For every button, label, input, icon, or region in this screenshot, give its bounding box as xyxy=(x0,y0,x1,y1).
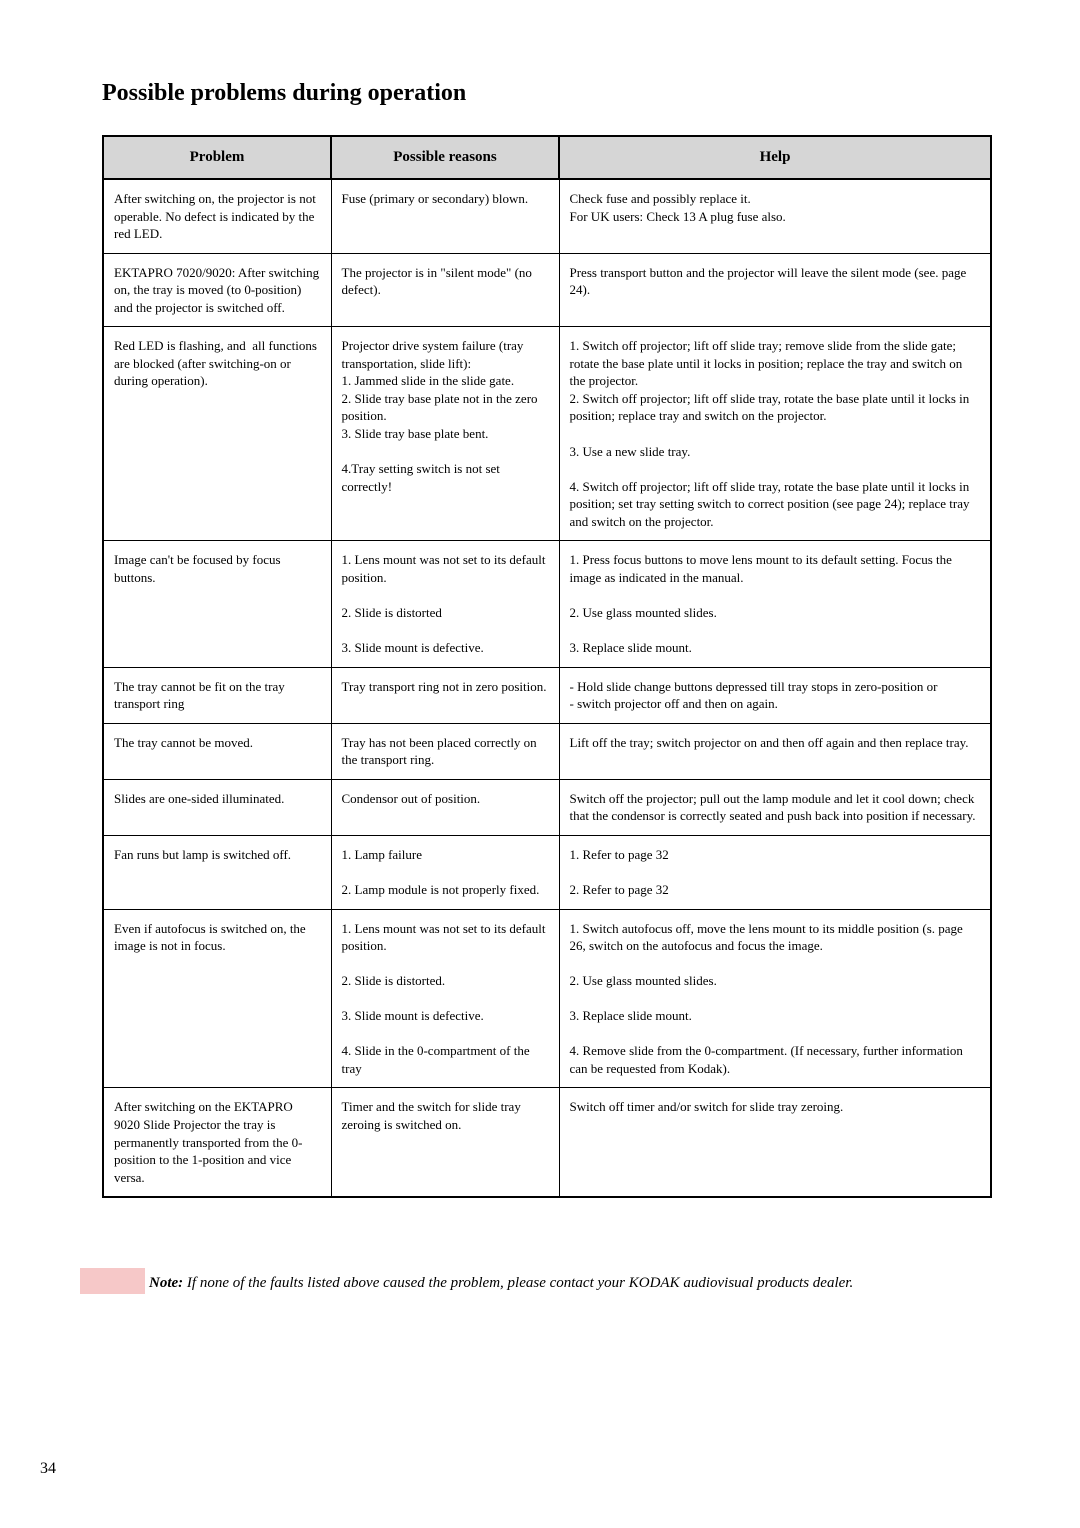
col-problem: Problem xyxy=(103,136,331,179)
table-row: EKTAPRO 7020/9020: After switching on, t… xyxy=(103,253,991,327)
cell-help: Press transport button and the projector… xyxy=(559,253,991,327)
cell-problem: After switching on the EKTAPRO 9020 Slid… xyxy=(103,1088,331,1197)
cell-problem: Slides are one-sided illuminated. xyxy=(103,779,331,835)
note-highlight xyxy=(80,1268,145,1294)
cell-problem: After switching on, the projector is not… xyxy=(103,179,331,253)
note-label: Note: xyxy=(149,1275,183,1291)
cell-help: Lift off the tray; switch projector on a… xyxy=(559,723,991,779)
note-block: Note: If none of the faults listed above… xyxy=(80,1268,1040,1295)
cell-reason: 1. Lens mount was not set to its default… xyxy=(331,541,559,667)
cell-help: 1. Press focus buttons to move lens moun… xyxy=(559,541,991,667)
cell-help: 1. Refer to page 32 2. Refer to page 32 xyxy=(559,835,991,909)
cell-help: - Hold slide change buttons depressed ti… xyxy=(559,667,991,723)
table-row: The tray cannot be fit on the tray trans… xyxy=(103,667,991,723)
cell-problem: Even if autofocus is switched on, the im… xyxy=(103,909,331,1088)
cell-help: Switch off the projector; pull out the l… xyxy=(559,779,991,835)
cell-reason: Tray transport ring not in zero position… xyxy=(331,667,559,723)
cell-reason: Tray has not been placed correctly on th… xyxy=(331,723,559,779)
cell-help: Check fuse and possibly replace it. For … xyxy=(559,179,991,253)
cell-reason: 1. Lens mount was not set to its default… xyxy=(331,909,559,1088)
cell-help: 1. Switch autofocus off, move the lens m… xyxy=(559,909,991,1088)
cell-reason: The projector is in "silent mode" (no de… xyxy=(331,253,559,327)
cell-reason: Timer and the switch for slide tray zero… xyxy=(331,1088,559,1197)
note-text: Note: If none of the faults listed above… xyxy=(149,1268,853,1295)
table-row: After switching on the EKTAPRO 9020 Slid… xyxy=(103,1088,991,1197)
col-reasons: Possible reasons xyxy=(331,136,559,179)
table-row: Red LED is flashing, and all functions a… xyxy=(103,327,991,541)
cell-problem: Image can't be focused by focus buttons. xyxy=(103,541,331,667)
col-help: Help xyxy=(559,136,991,179)
table-row: Slides are one-sided illuminated.Condens… xyxy=(103,779,991,835)
cell-problem: Fan runs but lamp is switched off. xyxy=(103,835,331,909)
troubleshooting-table: Problem Possible reasons Help After swit… xyxy=(102,135,992,1198)
table-header-row: Problem Possible reasons Help xyxy=(103,136,991,179)
table-row: After switching on, the projector is not… xyxy=(103,179,991,253)
cell-help: Switch off timer and/or switch for slide… xyxy=(559,1088,991,1197)
cell-problem: EKTAPRO 7020/9020: After switching on, t… xyxy=(103,253,331,327)
cell-reason: 1. Lamp failure 2. Lamp module is not pr… xyxy=(331,835,559,909)
cell-reason: Fuse (primary or secondary) blown. xyxy=(331,179,559,253)
table-row: Even if autofocus is switched on, the im… xyxy=(103,909,991,1088)
table-row: Image can't be focused by focus buttons.… xyxy=(103,541,991,667)
cell-problem: The tray cannot be moved. xyxy=(103,723,331,779)
cell-help: 1. Switch off projector; lift off slide … xyxy=(559,327,991,541)
table-row: Fan runs but lamp is switched off.1. Lam… xyxy=(103,835,991,909)
cell-reason: Condensor out of position. xyxy=(331,779,559,835)
cell-problem: Red LED is flashing, and all functions a… xyxy=(103,327,331,541)
cell-reason: Projector drive system failure (tray tra… xyxy=(331,327,559,541)
page-number: 34 xyxy=(40,1460,56,1478)
note-body: If none of the faults listed above cause… xyxy=(183,1275,853,1291)
page-title: Possible problems during operation xyxy=(102,80,1040,107)
cell-problem: The tray cannot be fit on the tray trans… xyxy=(103,667,331,723)
table-row: The tray cannot be moved.Tray has not be… xyxy=(103,723,991,779)
